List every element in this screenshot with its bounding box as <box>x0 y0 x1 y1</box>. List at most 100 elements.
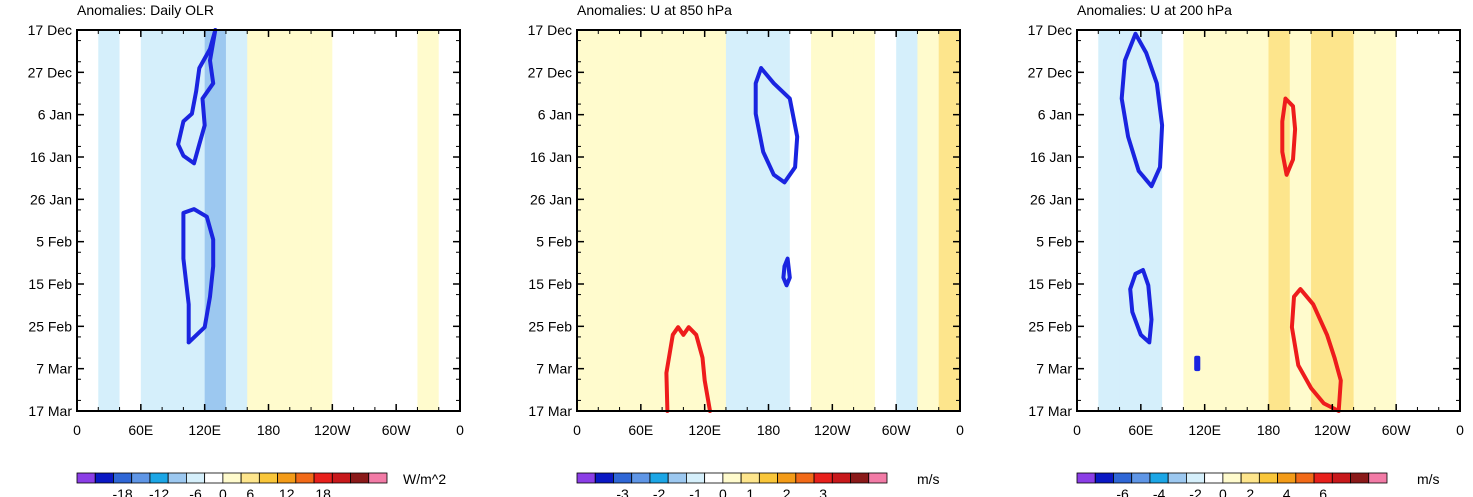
colorbar-swatch <box>368 472 388 484</box>
anomaly-band <box>438 30 461 411</box>
panel-2: Anomalies: U at 850 hPa 17 Dec 27 Dec 6 Jan… <box>528 2 964 497</box>
anomaly-band <box>917 30 940 411</box>
colorbar-swatch <box>113 472 133 484</box>
anomaly-band <box>183 30 206 411</box>
colorbar-swatch <box>649 472 669 484</box>
colorbar-label: 2 <box>1246 486 1254 497</box>
anomaly-band <box>725 30 748 411</box>
y-tick-label: 25 Feb <box>528 318 572 334</box>
anomaly-band <box>353 30 376 411</box>
colorbar-swatch <box>831 472 851 484</box>
colorbar-swatch <box>1113 472 1133 484</box>
y-tick-label: 7 Mar <box>536 361 572 377</box>
x-tick-label: 120W <box>814 422 851 438</box>
x-tick-label: 60W <box>382 422 412 438</box>
x-tick-label: 60E <box>1128 422 1153 438</box>
colorbar-label: 3 <box>819 486 827 497</box>
y-tick-label: 26 Jan <box>1030 191 1072 207</box>
y-tick-label: 27 Dec <box>28 64 72 80</box>
colorbar-swatch <box>850 472 870 484</box>
colorbar-swatch <box>1222 472 1242 484</box>
colorbar-swatch <box>613 472 633 484</box>
colorbar-label: -18 <box>112 486 132 497</box>
panel-title: Anomalies: U at 850 hPa <box>577 2 732 18</box>
anomaly-band <box>938 30 961 411</box>
colorbar-swatch <box>1149 472 1169 484</box>
x-tick-label: 0 <box>1456 422 1464 438</box>
y-tick-label: 15 Feb <box>28 276 72 292</box>
y-tick-label: 17 Mar <box>28 403 72 419</box>
colorbar-label: -1 <box>689 486 702 497</box>
x-tick-label: 180 <box>257 422 281 438</box>
red-contour <box>664 325 712 413</box>
colorbar-swatch <box>758 472 778 484</box>
anomaly-band <box>77 30 99 411</box>
colorbar-swatch <box>1076 472 1096 484</box>
y-tick-label: 16 Jan <box>530 149 572 165</box>
anomaly-band <box>1247 30 1270 411</box>
colorbar-label: -12 <box>149 486 169 497</box>
colorbar-units: W/m^2 <box>403 471 446 487</box>
anomaly-band <box>1268 30 1291 411</box>
colorbar-label: 12 <box>279 486 295 497</box>
colorbar-label: -2 <box>653 486 666 497</box>
blue-contour <box>176 28 218 166</box>
colorbar-swatch <box>722 472 742 484</box>
red-contour <box>1280 96 1298 177</box>
y-tick-label: 7 Mar <box>1036 361 1072 377</box>
x-tick-label: 0 <box>456 422 464 438</box>
anomaly-band <box>268 30 291 411</box>
anomaly-band <box>98 30 121 411</box>
x-tick-label: 180 <box>1257 422 1281 438</box>
colorbar-swatch <box>313 472 333 484</box>
panel-1: Anomalies: Daily OLR 17 Dec 27 Dec 6 Jan 16 … <box>28 2 464 497</box>
colorbar-units: m/s <box>1417 471 1440 487</box>
y-tick-label: 17 Mar <box>528 403 572 419</box>
anomaly-band <box>1162 30 1184 411</box>
colorbar-label: 0 <box>719 486 727 497</box>
y-tick-label: 6 Jan <box>38 107 72 123</box>
anomaly-band <box>577 30 599 411</box>
colorbar-swatch <box>631 472 651 484</box>
colorbar-swatch <box>222 472 242 484</box>
anomaly-band <box>1374 30 1397 411</box>
x-tick-label: 180 <box>757 422 781 438</box>
y-tick-label: 6 Jan <box>538 107 572 123</box>
anomaly-band <box>247 30 270 411</box>
anomaly-band <box>832 30 855 411</box>
colorbar-swatch <box>331 472 351 484</box>
colorbar-swatch <box>667 472 687 484</box>
anomaly-band <box>140 30 163 411</box>
colorbar-label: 0 <box>219 486 227 497</box>
y-tick-label: 17 Mar <box>1028 403 1072 419</box>
anomaly-band <box>853 30 876 411</box>
anomaly-band <box>332 30 355 411</box>
anomaly-band <box>396 30 419 411</box>
red-contour <box>1289 287 1343 413</box>
colorbar-swatch <box>1368 472 1388 484</box>
y-tick-label: 26 Jan <box>530 191 572 207</box>
colorbar-swatch <box>1331 472 1351 484</box>
colorbar-swatch <box>813 472 833 484</box>
colorbar-label: -6 <box>189 486 202 497</box>
x-tick-label: 120E <box>688 422 721 438</box>
anomaly-band <box>119 30 142 411</box>
anomaly-band <box>1225 30 1248 411</box>
colorbar-swatch <box>295 472 315 484</box>
colorbar-swatch <box>777 472 797 484</box>
colorbar-swatch <box>1094 472 1114 484</box>
y-tick-label: 17 Dec <box>528 22 572 38</box>
colorbar-label: -4 <box>1153 486 1166 497</box>
y-tick-label: 25 Feb <box>1028 318 1072 334</box>
x-tick-label: 60W <box>882 422 912 438</box>
blue-contour <box>181 207 216 345</box>
anomaly-band <box>204 30 227 411</box>
anomaly-band <box>747 30 770 411</box>
colorbar-swatch <box>258 472 278 484</box>
anomaly-band <box>1332 30 1355 411</box>
colorbar-label: -2 <box>1189 486 1202 497</box>
colorbar-swatch <box>131 472 151 484</box>
panel-title: Anomalies: U at 200 hPa <box>1077 2 1232 18</box>
y-tick-label: 7 Mar <box>36 361 72 377</box>
colorbar-label: 6 <box>246 486 254 497</box>
